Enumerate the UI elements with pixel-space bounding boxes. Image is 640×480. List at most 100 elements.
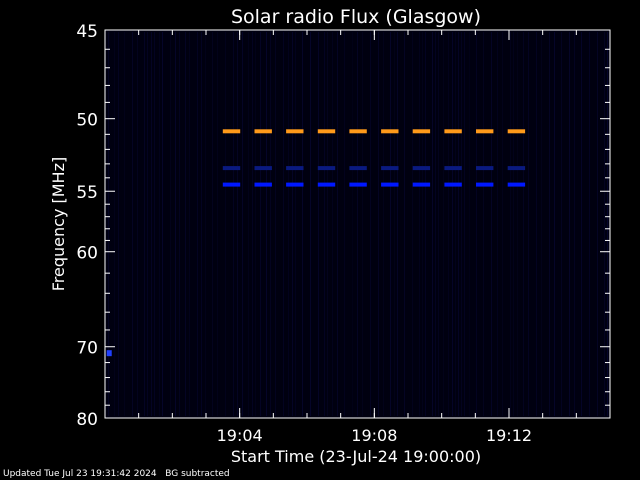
signal-dash <box>412 166 431 171</box>
noise-stripe <box>455 32 456 416</box>
noise-stripe <box>378 32 379 416</box>
noise-stripe <box>464 32 465 416</box>
noise-stripe <box>443 32 444 416</box>
noise-stripe <box>108 32 109 416</box>
noise-stripe <box>513 32 514 416</box>
signal-dash <box>381 166 399 171</box>
noise-stripe <box>536 32 537 416</box>
y-axis-label: Frequency [MHz] <box>49 157 68 291</box>
x-axis: 19:04 19:08 19:12 <box>138 30 577 445</box>
x-tick-label: 19:08 <box>351 426 397 445</box>
noise-stripe <box>137 32 138 416</box>
noise-stripe <box>435 32 436 416</box>
signal-mark <box>106 350 112 357</box>
noise-stripe <box>118 32 119 416</box>
noise-stripe <box>597 32 598 416</box>
signal-dash <box>254 166 272 171</box>
noise-stripe <box>189 32 190 416</box>
noise-stripe <box>425 32 426 416</box>
signal-dash <box>222 129 241 134</box>
noise-stripe <box>327 32 328 416</box>
noise-stripe <box>266 32 267 416</box>
signal-dash <box>507 166 526 171</box>
signal-dash <box>222 166 241 171</box>
noise-stripe <box>541 32 542 416</box>
noise-stripe <box>252 32 253 416</box>
noise-stripe <box>242 32 243 416</box>
noise-stripe <box>458 32 459 416</box>
x-tick-label: 19:04 <box>217 426 263 445</box>
signal-dash <box>349 182 367 187</box>
noise-stripe <box>170 32 171 416</box>
noise-stripe <box>292 32 293 416</box>
signal-dash <box>476 182 494 187</box>
signal-dash <box>317 182 336 187</box>
updated-timestamp: Updated Tue Jul 23 19:31:42 2024 <box>3 469 157 479</box>
footer: Updated Tue Jul 23 19:31:42 2024 BG subt… <box>3 469 230 479</box>
noise-stripe <box>502 32 503 416</box>
y-tick-label: 70 <box>76 339 98 359</box>
noise-stripe <box>162 32 163 416</box>
noise-stripe <box>383 32 384 416</box>
noise-stripe <box>197 32 198 416</box>
signal-dash <box>412 182 431 187</box>
signal-dash <box>286 182 304 187</box>
noise-stripe <box>607 32 608 416</box>
noise-stripe <box>275 32 276 416</box>
noise-stripe <box>352 32 353 416</box>
x-axis-label: Start Time (23-Jul-24 19:00:00) <box>231 447 481 466</box>
y-tick-label: 60 <box>76 244 98 264</box>
noise-stripe <box>432 32 433 416</box>
y-tick-label: 50 <box>76 111 98 131</box>
noise-stripe <box>159 32 160 416</box>
signal-dash <box>254 182 272 187</box>
signal-dash <box>254 129 272 134</box>
plot-frame <box>104 29 611 419</box>
noise-stripe <box>604 32 605 416</box>
noise-stripe <box>422 32 423 416</box>
noise-stripe <box>497 32 498 416</box>
noise-stripe <box>124 32 125 416</box>
noise-stripe <box>185 32 186 416</box>
signal-dash <box>317 129 336 134</box>
noise-stripe <box>523 32 524 416</box>
noise-stripe <box>357 32 358 416</box>
y-tick-label: 45 <box>76 22 98 42</box>
noise-stripe <box>344 32 345 416</box>
noise-stripe <box>144 32 145 416</box>
noise-stripe <box>310 32 311 416</box>
noise-stripe <box>212 32 213 416</box>
noise-stripe <box>255 32 256 416</box>
noise-stripe <box>201 32 202 416</box>
signal-dash <box>317 166 336 171</box>
noise-stripe <box>324 32 325 416</box>
x-tick-label: 19:12 <box>486 426 532 445</box>
noise-stripe <box>370 32 371 416</box>
y-tick-label: 55 <box>76 183 98 203</box>
noise-stripe <box>237 32 238 416</box>
y-axis: 45 50 55 60 70 80 <box>76 22 610 430</box>
noise-stripe <box>114 32 115 416</box>
noise-stripe <box>491 32 492 416</box>
signal-dash <box>349 166 367 171</box>
signal-dash <box>476 166 494 171</box>
noise-stripe <box>175 32 176 416</box>
noise-stripe <box>132 32 133 416</box>
signal-dash <box>286 166 304 171</box>
noise-stripe <box>318 32 319 416</box>
noise-stripe <box>270 32 271 416</box>
signal-dash <box>412 129 431 134</box>
noise-stripe <box>528 32 529 416</box>
noise-stripe <box>476 32 477 416</box>
noise-stripe <box>362 32 363 416</box>
noise-stripe <box>179 32 180 416</box>
noise-stripe <box>569 32 570 416</box>
noise-stripe <box>461 32 462 416</box>
noise-stripe <box>394 32 395 416</box>
noise-stripe <box>302 32 303 416</box>
plot-background <box>105 30 610 418</box>
chart-title: Solar radio Flux (Glasgow) <box>231 6 481 28</box>
noise-stripe <box>225 32 226 416</box>
y-tick-label: 80 <box>76 410 98 430</box>
